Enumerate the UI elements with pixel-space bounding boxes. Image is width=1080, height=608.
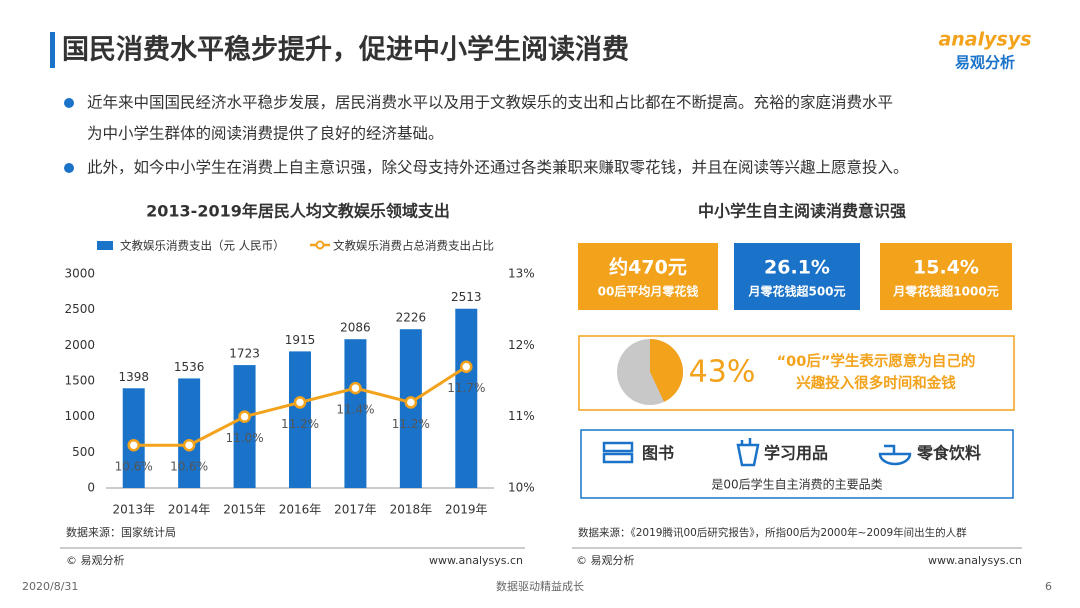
title-accent <box>50 32 55 68</box>
y-tick-label: 1500 <box>64 374 95 388</box>
stat-value: 26.1% <box>764 257 830 279</box>
pie-label: 43% <box>689 355 756 390</box>
x-tick-label: 2017年 <box>334 503 377 517</box>
bar-label: 2513 <box>451 290 482 304</box>
stat-value: 15.4% <box>913 257 979 279</box>
bullet-dot <box>64 98 74 108</box>
items-caption: 是00后学生自主消费的主要品类 <box>711 477 882 492</box>
line-label: 11.2% <box>281 417 319 431</box>
y-tick-label: 2000 <box>64 338 95 352</box>
url: www.analysys.cn <box>928 554 1022 567</box>
y-tick-label: 1000 <box>64 409 95 423</box>
panel-source: 数据来源：《2019腾讯00后研究报告》，所指00后为2000年~2009年间出… <box>578 526 967 539</box>
line-label: 11.7% <box>447 381 485 395</box>
x-tick-label: 2016年 <box>279 503 322 517</box>
line-label: 11.0% <box>226 431 264 445</box>
bar <box>289 351 311 488</box>
y-tick-label: 500 <box>72 445 95 459</box>
copyright: © 易观分析 <box>66 553 125 567</box>
line-point <box>238 410 251 423</box>
item: 零食饮料 <box>916 444 981 463</box>
bar-label: 1398 <box>118 370 149 384</box>
pie-text: 兴趣投入很多时间和金钱 <box>796 374 956 392</box>
bar-label: 2226 <box>396 311 427 325</box>
line-point <box>404 396 418 409</box>
slide-title: 国民消费水平稳步提升，促进中小学生阅读消费 <box>62 34 629 66</box>
items-box <box>580 429 1014 499</box>
bar-label: 1723 <box>229 347 260 361</box>
x-tick-label: 2014年 <box>168 503 211 517</box>
y-tick-label: 3000 <box>64 267 95 281</box>
x-tick-label: 2018年 <box>390 503 433 517</box>
line-label: 10.6% <box>170 460 208 474</box>
line-label: 10.6% <box>115 460 153 474</box>
stat-label: 00后平均月零花钱 <box>598 284 699 299</box>
logo-cn: 易观分析 <box>955 54 1015 72</box>
pie-text: “00后”学生表示愿意为自己的 <box>777 352 976 370</box>
bar <box>122 388 145 488</box>
bar <box>455 308 478 488</box>
panel-title: 中小学生自主阅读消费意识强 <box>698 202 906 221</box>
y2-tick-label: 10% <box>508 481 535 495</box>
stat-label: 月零花钱超1000元 <box>892 284 998 299</box>
page-number: 6 <box>1045 580 1052 593</box>
bar-label: 2086 <box>340 321 371 335</box>
stat-value: 约470元 <box>609 256 687 279</box>
x-tick-label: 2015年 <box>223 503 266 517</box>
line-point <box>460 360 473 373</box>
line-point <box>127 438 140 452</box>
item: 图书 <box>642 444 674 463</box>
bar-label: 1915 <box>285 333 316 347</box>
line-point <box>349 381 362 395</box>
y-tick-label: 0 <box>87 481 95 495</box>
date: 2020/8/31 <box>22 580 78 593</box>
stat-label: 月零花钱超500元 <box>747 284 845 299</box>
slogan: 数据驱动精益成长 <box>496 579 584 593</box>
line-label: 11.2% <box>392 417 430 431</box>
x-tick-label: 2019年 <box>445 503 488 517</box>
x-tick-label: 2013年 <box>112 503 155 517</box>
pie-slice <box>650 339 683 402</box>
legend-label: 文教娱乐消费支出（元 人民币） <box>120 239 285 253</box>
y2-tick-label: 13% <box>508 267 535 281</box>
item: 学习用品 <box>764 444 828 463</box>
bar <box>233 365 256 488</box>
line-point <box>182 438 196 452</box>
icons <box>602 438 912 467</box>
bullet-text: 此外，如今中小学生在消费上自主意识强，除父母支持外还通过各类兼职来赚取零花钱，并… <box>87 158 909 177</box>
bullet-text: 近年来中国国民经济水平稳步发展，居民消费水平以及用于文教娱乐的支出和占比都在不断… <box>87 94 893 112</box>
chart-source: 数据来源：国家统计局 <box>66 525 176 539</box>
line-label: 11.4% <box>336 403 374 417</box>
y2-tick-label: 11% <box>508 409 535 423</box>
url: www.analysys.cn <box>429 554 523 567</box>
legend-swatch <box>315 240 325 250</box>
line-point <box>293 396 307 409</box>
bar <box>178 378 201 488</box>
bullet-dot <box>64 163 74 173</box>
chart-title: 2013-2019年居民人均文教娱乐领域支出 <box>146 202 450 221</box>
y2-tick-label: 12% <box>508 338 535 352</box>
bar-label: 1536 <box>174 360 205 374</box>
stat-box <box>734 243 860 310</box>
logo: analysys <box>938 29 1031 51</box>
legend-label: 文教娱乐消费占总消费支出占比 <box>333 239 494 253</box>
bar <box>344 339 367 488</box>
stat-box <box>880 243 1012 310</box>
y-tick-label: 2500 <box>64 302 95 316</box>
legend-swatch <box>97 241 113 250</box>
copyright: © 易观分析 <box>576 553 635 567</box>
stats: 约470元 00后平均月零花钱 26.1% 月零花钱超500元 15.4% 月零花钱超10… <box>578 243 1012 310</box>
stat-box <box>578 243 718 310</box>
bullet-text: 为中小学生群体的阅读消费提供了良好的经济基础。 <box>87 125 444 143</box>
